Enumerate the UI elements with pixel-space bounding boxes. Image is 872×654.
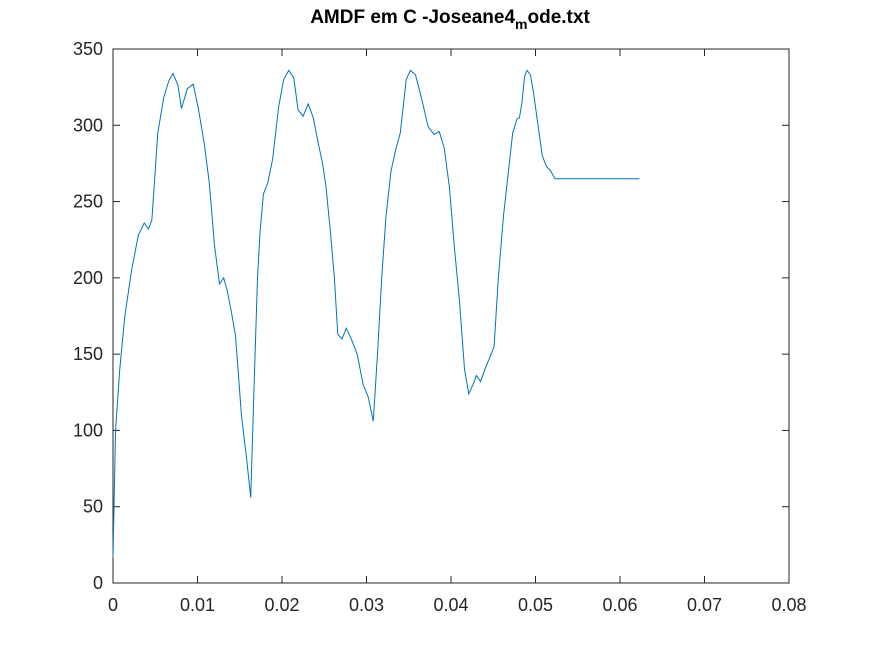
- chart-title-main: AMDF em C -Joseane4: [310, 7, 515, 28]
- chart-title-subscript: m: [515, 16, 527, 32]
- x-tick-label: 0.06: [602, 595, 637, 615]
- y-tick-label: 100: [73, 420, 103, 440]
- x-tick-label: 0.03: [349, 595, 384, 615]
- y-tick-label: 250: [73, 192, 103, 212]
- y-tick-label: 50: [83, 497, 103, 517]
- y-tick-label: 150: [73, 344, 103, 364]
- y-axis-ticks: 0 50 100 150 200 250 300 350: [73, 39, 789, 593]
- chart-title-tail: ode.txt: [528, 7, 591, 28]
- chart-title: AMDF em C -Joseane4mode.txt: [310, 7, 590, 32]
- x-tick-label: 0.01: [180, 595, 215, 615]
- x-tick-label: 0.07: [687, 595, 722, 615]
- amdf-series-line: [112, 69, 640, 558]
- x-tick-label: 0.02: [264, 595, 299, 615]
- y-tick-label: 350: [73, 39, 103, 59]
- x-tick-label: 0: [108, 595, 118, 615]
- y-tick-label: 300: [73, 115, 103, 135]
- x-tick-label: 0.05: [518, 595, 553, 615]
- y-tick-label: 200: [73, 268, 103, 288]
- plot-area-frame: [112, 48, 790, 584]
- x-axis-ticks: 0 0.01 0.02 0.03 0.04 0.05 0.06 0.07 0.08: [108, 49, 807, 615]
- y-tick-label: 0: [93, 573, 103, 593]
- x-tick-label: 0.04: [433, 595, 468, 615]
- x-tick-label: 0.08: [771, 595, 806, 615]
